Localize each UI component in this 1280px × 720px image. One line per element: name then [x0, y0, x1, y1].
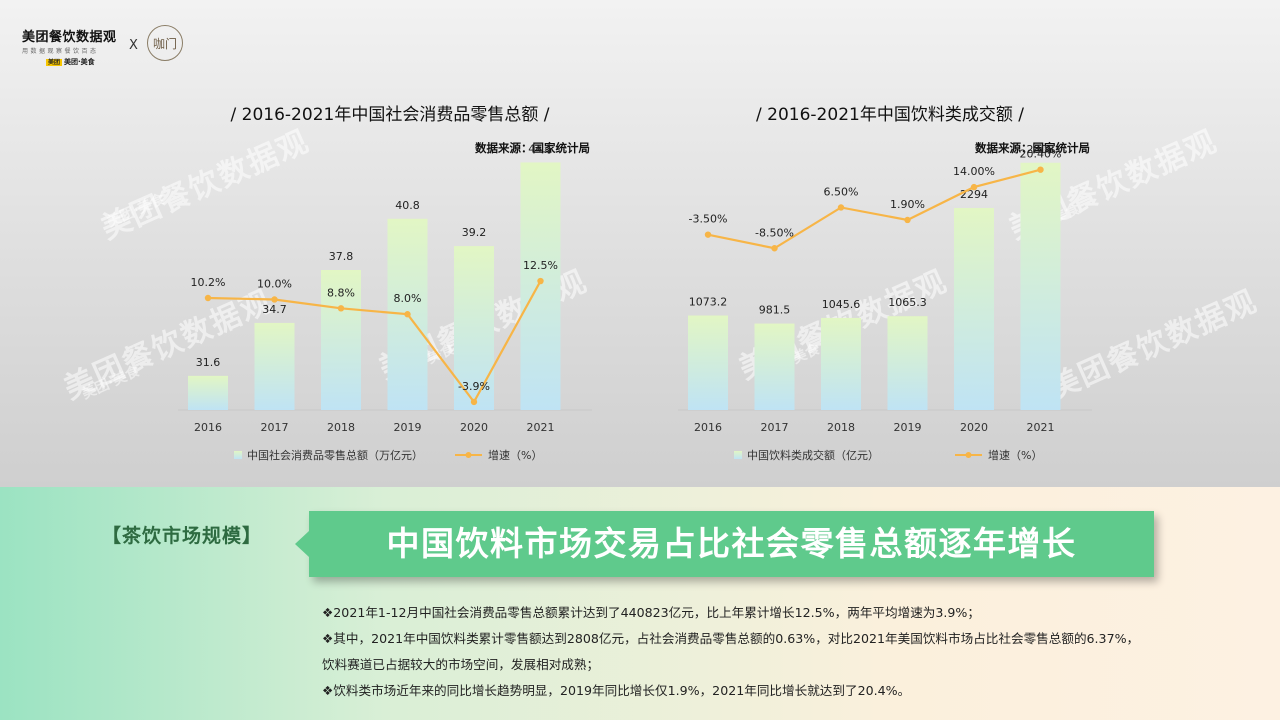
legend-line-marker — [965, 452, 972, 458]
bar-value-label: 1045.6 — [822, 298, 861, 311]
section-tag: 【茶饮市场规模】 — [102, 525, 263, 547]
bar — [821, 317, 861, 410]
bar-value-label: 1073.2 — [689, 296, 728, 309]
bullet-item: ❖饮料类市场近年来的同比增长趋势明显，2019年同比增长仅1.9%，2021年同… — [322, 683, 911, 698]
beverage-sales-chart: / 2016-2021年中国饮料类成交额 / 数据来源：国家统计局 1073.2 20… — [678, 105, 1092, 462]
legend-line-label: 增速（%） — [988, 448, 1042, 462]
brand-name: 美团·美食 — [64, 58, 95, 66]
growth-point — [771, 245, 778, 252]
chart-source: 数据来源：国家统计局 — [975, 141, 1090, 155]
headline-banner: 中国饮料市场交易占比社会零售总额逐年增长 — [295, 511, 1154, 577]
x-tick-label: 2020 — [960, 421, 988, 434]
bar-value-label: 40.8 — [395, 199, 420, 212]
legend-bar-label: 中国饮料类成交额（亿元） — [747, 448, 879, 462]
bar-value-label: 44.1 — [528, 142, 553, 155]
bar — [520, 162, 561, 410]
meituan-logo: 美团餐饮数据观 用数据观察餐饮百态 美团 美团·美食 — [22, 26, 117, 67]
brand-badge: 美团 — [46, 59, 63, 66]
bar-value-label: 981.5 — [759, 304, 791, 317]
x-tick-label: 2019 — [894, 421, 922, 434]
bar — [754, 323, 795, 410]
growth-value-label: 10.0% — [257, 277, 292, 290]
growth-point — [1037, 166, 1044, 173]
growth-point — [204, 294, 212, 302]
bar — [688, 315, 728, 410]
growth-value-label: -3.9% — [458, 380, 490, 393]
growth-value-label: 20.40% — [1020, 148, 1062, 161]
growth-line — [207, 280, 542, 404]
growth-value-label: 8.0% — [394, 292, 422, 305]
x-tick-label: 2018 — [827, 421, 855, 434]
x-tick-label: 2018 — [327, 421, 355, 434]
chart-title: / 2016-2021年中国社会消费品零售总额 / — [231, 105, 550, 125]
growth-value-label: 10.2% — [191, 276, 226, 289]
legend-line-marker — [465, 452, 472, 458]
bar-value-label: 31.6 — [196, 356, 221, 369]
growth-point — [337, 305, 345, 312]
bar-value-label: 34.7 — [262, 303, 287, 316]
bar-value-label: 1065.3 — [888, 296, 927, 309]
x-tick-label: 2016 — [694, 421, 722, 434]
bullet-item: 饮料赛道已占据较大的市场空间，发展相对成熟； — [322, 657, 600, 672]
growth-point — [837, 204, 845, 211]
bar-value-label: 37.8 — [329, 250, 354, 263]
logo-name: 美团餐饮数据观 — [22, 30, 117, 45]
headline-text: 中国饮料市场交易占比社会零售总额逐年增长 — [386, 524, 1077, 563]
bar — [954, 208, 994, 410]
growth-point — [271, 296, 278, 303]
bar-value-label: 2808 — [1027, 143, 1055, 156]
growth-line — [707, 168, 1041, 250]
bar-value-label: 39.2 — [462, 226, 487, 239]
growth-point — [470, 398, 478, 406]
growth-point — [970, 183, 978, 191]
growth-point — [404, 311, 411, 318]
x-tick-label: 2019 — [394, 421, 422, 434]
growth-value-label: 1.90% — [890, 198, 925, 211]
x-tick-label: 2021 — [1027, 421, 1055, 434]
growth-value-label: 6.50% — [824, 185, 859, 198]
bar — [887, 316, 928, 410]
growth-value-label: 14.00% — [953, 165, 995, 178]
logo-separator: X — [129, 38, 138, 53]
legend-line-label: 增速（%） — [488, 448, 542, 462]
bar — [1020, 162, 1061, 410]
legend-bar-swatch — [734, 451, 742, 459]
bar — [321, 270, 361, 410]
bullet-item: ❖2021年1-12月中国社会消费品零售总额累计达到了440823亿元，比上年累… — [322, 605, 980, 620]
bar — [188, 375, 228, 410]
x-tick-label: 2021 — [527, 421, 555, 434]
bar — [254, 322, 295, 410]
legend-bar-swatch — [234, 451, 242, 459]
chart-title: / 2016-2021年中国饮料类成交额 / — [756, 105, 1024, 125]
retail-sales-chart: / 2016-2021年中国社会消费品零售总额 / 数据来源：国家统计局 31.6 2… — [178, 105, 592, 462]
growth-value-label: 8.8% — [327, 286, 355, 299]
growth-point — [904, 216, 911, 224]
x-tick-label: 2017 — [261, 421, 289, 434]
legend-bar-label: 中国社会消费品零售总额（万亿元） — [247, 448, 423, 462]
growth-point — [537, 277, 544, 285]
growth-point — [704, 231, 712, 238]
x-tick-label: 2017 — [761, 421, 789, 434]
bullet-item: ❖其中，2021年中国饮料类累计零售额达到2808亿元，占社会消费品零售总额的0… — [322, 631, 1140, 646]
x-tick-label: 2020 — [460, 421, 488, 434]
growth-value-label: -8.50% — [755, 226, 794, 239]
logo-brand: 美团 美团·美食 — [22, 57, 117, 67]
chart-source: 数据来源：国家统计局 — [475, 141, 590, 155]
growth-value-label: -3.50% — [689, 213, 728, 226]
growth-value-label: 12.5% — [523, 259, 558, 272]
bullet-list: ❖2021年1-12月中国社会消费品零售总额累计达到了440823亿元，比上年累… — [322, 600, 1222, 704]
x-tick-label: 2016 — [194, 421, 222, 434]
partner-logo: 咖门 — [147, 25, 183, 61]
logo-tagline: 用数据观察餐饮百态 — [22, 48, 99, 55]
